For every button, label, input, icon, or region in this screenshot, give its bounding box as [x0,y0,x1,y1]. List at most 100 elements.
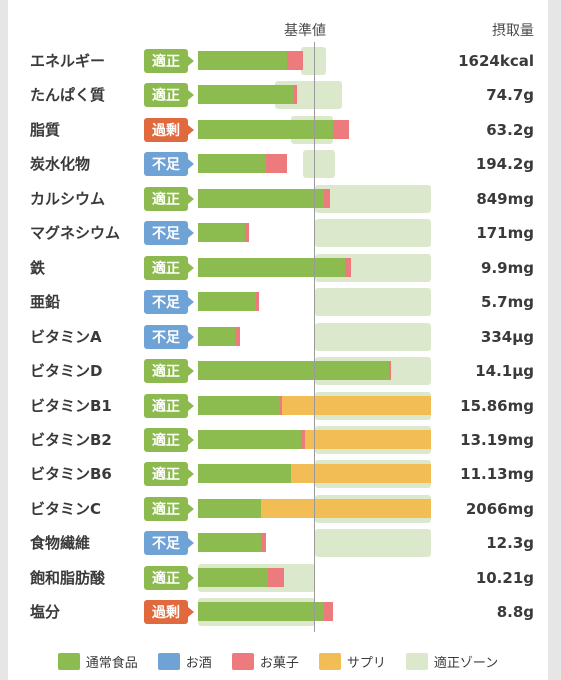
status-badge: 適正 [144,565,194,590]
appropriate-zone [302,150,336,179]
legend-item-snacks: お菓子 [231,652,299,671]
nutrient-name: 塩分 [30,603,61,622]
legend-item-supplement: サプリ [318,652,386,671]
nutrient-name: 飽和脂肪酸 [30,568,106,587]
legend-item-zone: 適正ゾーン [405,652,498,671]
nutrient-row[interactable]: マグネシウム 不足 171mg [8,216,548,250]
snacks-bar [279,395,282,415]
nutrient-name: ビタミンA [30,327,102,346]
intake-value: 14.1µg [475,362,534,381]
food-bar [198,602,324,622]
nutrient-row[interactable]: カルシウム 適正 849mg [8,182,548,216]
intake-value: 10.21g [475,568,534,587]
legend-swatch [231,652,254,670]
nutrient-row[interactable]: 脂質 過剰 63.2g [8,113,548,147]
intake-bar-track [198,216,431,250]
nutrient-row[interactable]: ビタミンC 適正 2066mg [8,492,548,526]
intake-value: 2066mg [465,499,534,518]
intake-value: 13.19mg [460,430,534,449]
food-bar [198,567,268,587]
status-badge: 不足 [144,531,194,556]
supplement-bar [305,429,431,449]
intake-value: 849mg [476,189,534,208]
legend-swatch [318,652,341,670]
snacks-bar [323,602,334,622]
intake-bar-track [198,182,431,216]
food-bar [198,223,245,243]
intake-bar-track [198,251,431,285]
intake-value: 171mg [476,224,534,243]
intake-value: 9.9mg [481,258,534,277]
intake-bar-track [198,78,431,112]
snacks-bar [344,257,351,277]
legend-swatch [57,652,80,670]
nutrient-row[interactable]: 亜鉛 不足 5.7mg [8,285,548,319]
snacks-bar [300,429,306,449]
nutrient-row[interactable]: ビタミンB6 適正 11.13mg [8,457,548,491]
appropriate-zone [314,322,431,351]
legend-item-alcohol: お酒 [157,652,212,671]
status-badge: 不足 [144,324,194,349]
nutrient-name: 炭水化物 [30,155,91,174]
nutrient-name: ビタミンD [30,362,103,381]
food-bar [198,51,287,70]
appropriate-zone [314,529,431,558]
nutrient-row[interactable]: ビタミンB1 適正 15.86mg [8,389,548,423]
intake-value: 1624kcal [458,52,534,70]
snacks-bar [333,119,350,139]
food-bar [198,257,345,277]
nutrient-row[interactable]: たんぱく質 適正 74.7g [8,78,548,112]
nutrient-row[interactable]: 飽和脂肪酸 適正 10.21g [8,561,548,595]
intake-value: 8.8g [496,603,534,622]
nutrient-name: ビタミンB6 [30,465,112,484]
status-badge: 適正 [144,496,194,521]
food-bar [198,361,390,381]
status-badge: 適正 [144,186,194,211]
status-badge: 過剰 [144,600,194,625]
intake-bar-track [198,595,431,629]
nutrient-row[interactable]: ビタミンA 不足 334µg [8,320,548,354]
nutrient-row[interactable]: ビタミンB2 適正 13.19mg [8,423,548,457]
status-badge: 適正 [144,359,194,384]
nutrient-row[interactable]: 食物繊維 不足 12.3g [8,526,548,560]
appropriate-zone [314,288,431,317]
snacks-bar [286,51,303,70]
intake-bar-track [198,389,431,423]
nutrient-row[interactable]: エネルギー 適正 1624kcal [8,44,548,78]
intake-bar-track [198,320,431,354]
supplement-bar [260,498,431,518]
status-badge: 適正 [144,49,194,73]
intake-bar-track [198,561,431,595]
food-bar [198,498,261,518]
nutrient-row[interactable]: 炭水化物 不足 194.2g [8,147,548,181]
food-bar [198,292,257,312]
snacks-bar [244,223,250,243]
intake-value: 5.7mg [481,293,534,312]
nutrient-name: たんぱく質 [30,86,106,105]
nutrient-row[interactable]: 鉄 適正 9.9mg [8,251,548,285]
supplement-bar [291,464,431,484]
nutrient-name: 鉄 [30,258,46,277]
intake-bar-track [198,113,431,147]
nutrient-row[interactable]: ビタミンD 適正 14.1µg [8,354,548,388]
food-bar [198,326,236,346]
nutrient-row[interactable]: 塩分 過剰 8.8g [8,595,548,629]
standard-header: 基準値 [284,23,326,39]
status-badge: 過剰 [144,117,194,142]
nutrient-name: カルシウム [30,189,106,208]
standard-reference-line [314,42,315,632]
appropriate-zone [300,47,327,75]
legend-label: お酒 [185,655,212,671]
legend-swatch [405,652,428,670]
status-badge: 適正 [144,255,194,280]
snacks-bar [323,188,330,208]
nutrition-card: 基準値 摂取量 エネルギー 適正 1624kcal たんぱく質 適正 74.7g 脂質 過剰 6… [8,0,548,680]
nutrient-name: ビタミンB1 [30,396,112,415]
intake-bar-track [198,44,431,78]
snacks-bar [293,85,297,105]
nutrient-name: ビタミンC [30,499,102,518]
legend-item-food: 通常食品 [57,652,138,671]
appropriate-zone [314,184,431,213]
intake-value: 194.2g [475,155,534,174]
status-badge: 不足 [144,221,194,246]
